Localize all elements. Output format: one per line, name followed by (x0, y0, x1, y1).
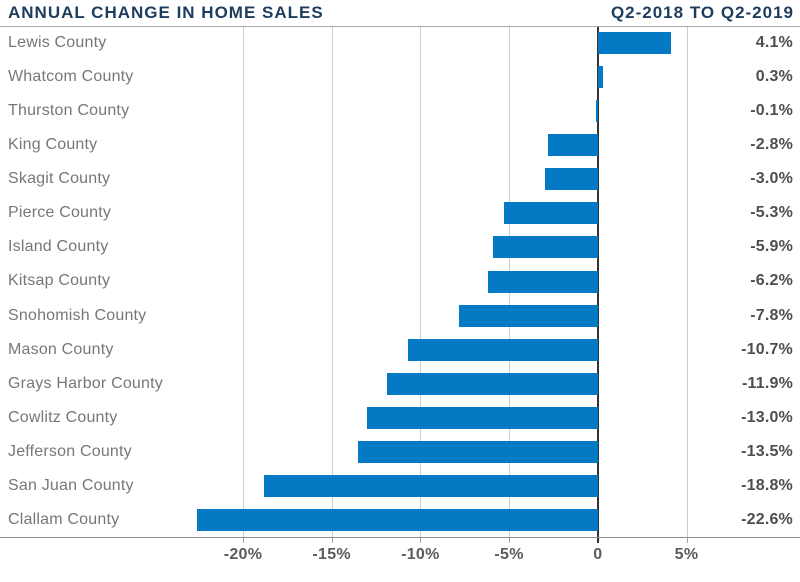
bar-row: Grays Harbor County -11.9% (0, 367, 800, 401)
bar (503, 202, 598, 225)
bar-row: Lewis County 4.1% (0, 26, 800, 60)
zero-axis-line (596, 27, 599, 543)
county-label: Grays Harbor County (8, 374, 163, 392)
chart-period: Q2-2018 TO Q2-2019 (610, 3, 794, 22)
county-label: Mason County (8, 340, 114, 358)
axis-tick (420, 538, 422, 543)
county-label: Island County (8, 238, 109, 256)
gridline (420, 27, 422, 537)
x-tick-label: -20% (223, 546, 263, 563)
x-tick-label: 5% (674, 546, 699, 563)
bar (596, 100, 598, 123)
bar-row: Clallam County -22.6% (0, 503, 800, 537)
bar-row: Kitsap County -6.2% (0, 264, 800, 298)
axis-tick (686, 538, 688, 543)
x-tick-label: -5% (494, 546, 524, 563)
bar-row: Whatcom County 0.3% (0, 60, 800, 94)
county-label: Skagit County (8, 170, 111, 188)
gridline (686, 27, 688, 537)
bar-row: Snohomish County -7.8% (0, 299, 800, 333)
county-label: Kitsap County (8, 272, 111, 290)
value-label: -7.8% (750, 306, 793, 324)
county-label: Clallam County (8, 510, 120, 528)
county-label: Snohomish County (8, 306, 147, 324)
bar (487, 270, 598, 293)
gridline (243, 27, 244, 537)
bar-row: Pierce County -5.3% (0, 196, 800, 230)
bar-row: Skagit County -3.0% (0, 162, 800, 196)
value-label: -13.0% (741, 408, 793, 426)
bar-row: Thurston County -0.1% (0, 94, 800, 128)
axis-tick (509, 538, 511, 543)
bar (407, 338, 598, 361)
bar-row: Cowlitz County -13.0% (0, 401, 800, 435)
county-label: Whatcom County (8, 68, 134, 86)
bar (548, 134, 598, 157)
bar-row: Island County -5.9% (0, 230, 800, 264)
axis-tick (243, 538, 244, 543)
x-axis-line (0, 537, 800, 538)
bar (493, 236, 598, 259)
county-label: King County (8, 136, 98, 154)
chart-title: ANNUAL CHANGE IN HOME SALES (8, 3, 324, 22)
bar-row: King County -2.8% (0, 128, 800, 162)
x-tick-label: 0 (593, 546, 603, 563)
value-label: 0.3% (755, 68, 793, 86)
x-tick-label: -10% (401, 546, 440, 563)
bar (597, 66, 604, 89)
value-label: -10.7% (741, 340, 793, 358)
bar-row: Mason County -10.7% (0, 333, 800, 367)
bar (358, 440, 598, 463)
county-label: Jefferson County (8, 442, 132, 460)
value-label: 4.1% (755, 34, 793, 51)
county-label: Cowlitz County (8, 408, 118, 426)
county-label: Lewis County (8, 34, 107, 51)
value-label: -0.1% (750, 102, 793, 120)
bar (459, 304, 598, 327)
value-label: -6.2% (750, 272, 793, 290)
value-label: -5.9% (750, 238, 793, 256)
bar (386, 372, 598, 395)
bar-row: San Juan County -18.8% (0, 469, 800, 503)
county-label: San Juan County (8, 476, 134, 494)
bar (597, 32, 671, 55)
bar-row: Jefferson County -13.5% (0, 435, 800, 469)
bar (264, 474, 598, 497)
bar (367, 406, 598, 429)
header-divider (0, 26, 800, 27)
value-label: -18.8% (741, 476, 793, 494)
value-label: -5.3% (750, 204, 793, 222)
bar (196, 509, 598, 531)
value-label: -22.6% (741, 510, 793, 528)
value-label: -13.5% (741, 442, 793, 460)
axis-tick (331, 538, 333, 543)
value-label: -2.8% (750, 136, 793, 154)
county-label: Thurston County (8, 102, 130, 120)
bar (544, 168, 598, 191)
gridline (331, 27, 333, 537)
value-label: -11.9% (741, 374, 793, 392)
county-label: Pierce County (8, 204, 112, 222)
x-tick-label: -15% (312, 546, 351, 563)
value-label: -3.0% (750, 170, 793, 188)
